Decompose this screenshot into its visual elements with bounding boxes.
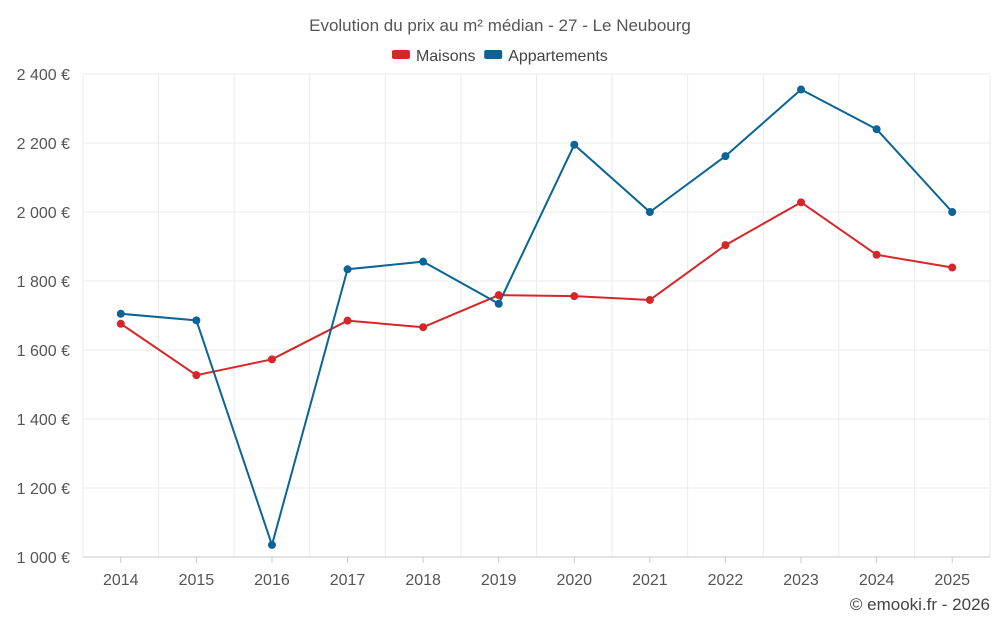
data-point-maisons[interactable] <box>797 198 806 207</box>
data-point-maisons[interactable] <box>570 292 579 301</box>
data-point-appartements[interactable] <box>645 208 654 216</box>
series-line-appartements <box>120 88 953 546</box>
data-point-appartements[interactable] <box>570 140 579 149</box>
grid <box>82 73 991 557</box>
data-point-appartements[interactable] <box>116 309 125 318</box>
legend: Maisons Appartements <box>391 48 608 65</box>
y-tick-label: 2 400 € <box>17 67 70 84</box>
y-tick-label: 1 800 € <box>17 274 70 291</box>
legend-swatch <box>391 50 410 59</box>
x-tick-label: 2025 <box>934 572 970 589</box>
y-tick-label: 1 600 € <box>17 343 70 360</box>
data-point-appartements[interactable] <box>721 152 730 161</box>
legend-label: Appartements <box>508 48 608 65</box>
x-tick-label: 2021 <box>632 572 668 589</box>
data-point-appartements[interactable] <box>494 299 503 308</box>
x-tick-label: 2024 <box>859 572 895 589</box>
x-tick-label: 2022 <box>708 572 744 589</box>
data-point-maisons[interactable] <box>721 241 730 250</box>
x-tick-label: 2023 <box>783 572 819 589</box>
data-point-maisons[interactable] <box>494 291 503 300</box>
legend-item-appartements[interactable]: Appartements <box>484 48 608 65</box>
x-tick-label: 2015 <box>179 572 215 589</box>
data-point-appartements[interactable] <box>343 265 352 274</box>
series-line-maisons <box>120 201 953 377</box>
legend-label: Maisons <box>416 48 476 65</box>
legend-swatch <box>484 50 503 59</box>
data-point-maisons[interactable] <box>645 295 654 304</box>
y-tick-label: 1 000 € <box>17 550 70 567</box>
chart-title: Evolution du prix au m² médian - 27 - Le… <box>309 16 691 35</box>
y-tick-label: 2 000 € <box>17 205 70 222</box>
data-point-maisons[interactable] <box>872 250 881 259</box>
data-point-appartements[interactable] <box>797 85 806 94</box>
data-point-appartements[interactable] <box>267 540 276 549</box>
x-tick-label: 2019 <box>481 572 517 589</box>
y-tick-label: 2 200 € <box>17 136 70 153</box>
data-point-appartements[interactable] <box>872 125 881 134</box>
y-tick-label: 1 200 € <box>17 481 70 498</box>
x-tick-label: 2014 <box>103 572 139 589</box>
data-point-maisons[interactable] <box>419 323 428 332</box>
y-tick-label: 1 400 € <box>17 412 70 429</box>
data-point-appartements[interactable] <box>419 257 428 266</box>
axes: 1 000 € 1 200 € 1 400 € 1 600 € 1 800 € 2 000… <box>17 67 990 589</box>
series-layer <box>116 85 957 549</box>
data-point-maisons[interactable] <box>267 355 276 364</box>
data-point-appartements[interactable] <box>192 316 201 325</box>
credit-text: © emooki.fr - 2026 <box>850 595 990 614</box>
data-point-maisons[interactable] <box>948 263 957 272</box>
data-point-appartements[interactable] <box>948 208 957 216</box>
data-point-maisons[interactable] <box>116 319 125 328</box>
legend-item-maisons[interactable]: Maisons <box>391 48 476 65</box>
x-tick-label: 2020 <box>556 572 592 589</box>
data-point-maisons[interactable] <box>192 371 201 380</box>
x-tick-label: 2017 <box>330 572 366 589</box>
x-tick-label: 2016 <box>254 572 290 589</box>
x-tick-label: 2018 <box>405 572 441 589</box>
data-point-maisons[interactable] <box>343 316 352 325</box>
